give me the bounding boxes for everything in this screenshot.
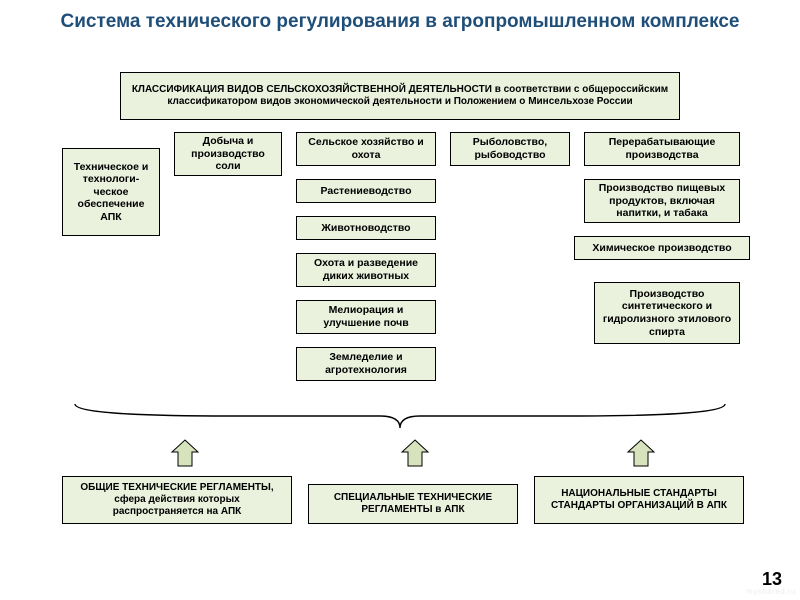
col5-chemical: Химическое производство <box>574 236 750 260</box>
col5-food-production: Производство пищевых продуктов, включая … <box>584 179 740 223</box>
bottom-special-regs: СПЕЦИАЛЬНЫЕ ТЕХНИЧЕСКИЕ РЕГЛАМЕНТЫ в АПК <box>308 484 518 524</box>
col5-processing: Перерабатывающие производства <box>584 132 740 166</box>
bottom-general-regs: ОБЩИЕ ТЕХНИЧЕСКИЕ РЕГЛАМЕНТЫ, сфера дейс… <box>62 476 292 524</box>
col5-ethanol: Производство синтетического и гидролизно… <box>594 282 740 344</box>
col3-agriculture-hunting: Сельское хозяйство и охота <box>296 132 436 166</box>
col2-salt-mining: Добыча и производство соли <box>174 132 282 176</box>
col3-melioration: Мелиорация и улучшение почв <box>296 300 436 334</box>
col3-animal-husbandry: Животноводство <box>296 216 436 240</box>
col3-crop-production: Растениеводство <box>296 179 436 203</box>
col4-fishing: Рыболовство, рыбоводство <box>450 132 570 166</box>
col3-farming-agrotech: Земледелие и агротехнология <box>296 347 436 381</box>
arrow-up-1 <box>168 438 202 468</box>
arrow-up-3 <box>624 438 658 468</box>
brace-connector <box>70 402 730 432</box>
bottom-national-standards: НАЦИОНАЛЬНЫЕ СТАНДАРТЫ СТАНДАРТЫ ОРГАНИЗ… <box>534 476 744 524</box>
watermark: myshared.ru <box>746 587 796 596</box>
classification-box: КЛАССИФИКАЦИЯ ВИДОВ СЕЛЬСКОХОЗЯЙСТВЕННОЙ… <box>120 72 680 120</box>
arrow-up-2 <box>398 438 432 468</box>
col1-technical-support: Техническое и технологи-ческое обеспечен… <box>62 148 160 236</box>
col3-hunting-breeding: Охота и разведение диких животных <box>296 253 436 287</box>
diagram-title: Система технического регулирования в агр… <box>0 0 800 42</box>
